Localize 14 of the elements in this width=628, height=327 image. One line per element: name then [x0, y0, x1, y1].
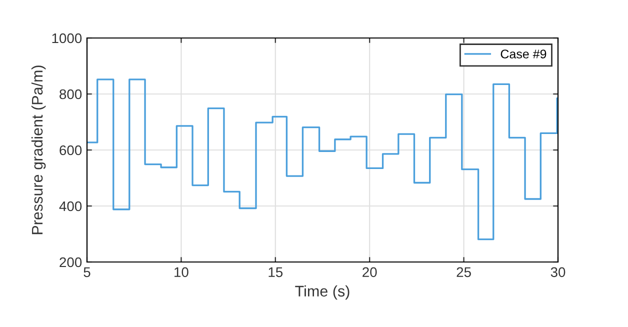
- y-axis-title: Pressure gradient (Pa/m): [31, 66, 46, 234]
- x-tick-label: 10: [174, 267, 188, 278]
- y-tick-label: 1000: [52, 33, 82, 44]
- x-tick-label: 5: [84, 267, 90, 278]
- x-tick-label: 15: [268, 267, 283, 278]
- legend-label: Case #9: [500, 50, 546, 58]
- x-axis-title: Time (s): [295, 285, 350, 300]
- y-tick-label: 600: [60, 145, 82, 156]
- x-tick-label: 20: [362, 267, 377, 278]
- x-tick-label: 25: [456, 267, 471, 278]
- y-tick-label: 400: [59, 201, 82, 212]
- x-tick-label: 30: [550, 267, 566, 278]
- y-tick-label: 200: [60, 257, 82, 268]
- y-tick-label: 800: [60, 89, 82, 100]
